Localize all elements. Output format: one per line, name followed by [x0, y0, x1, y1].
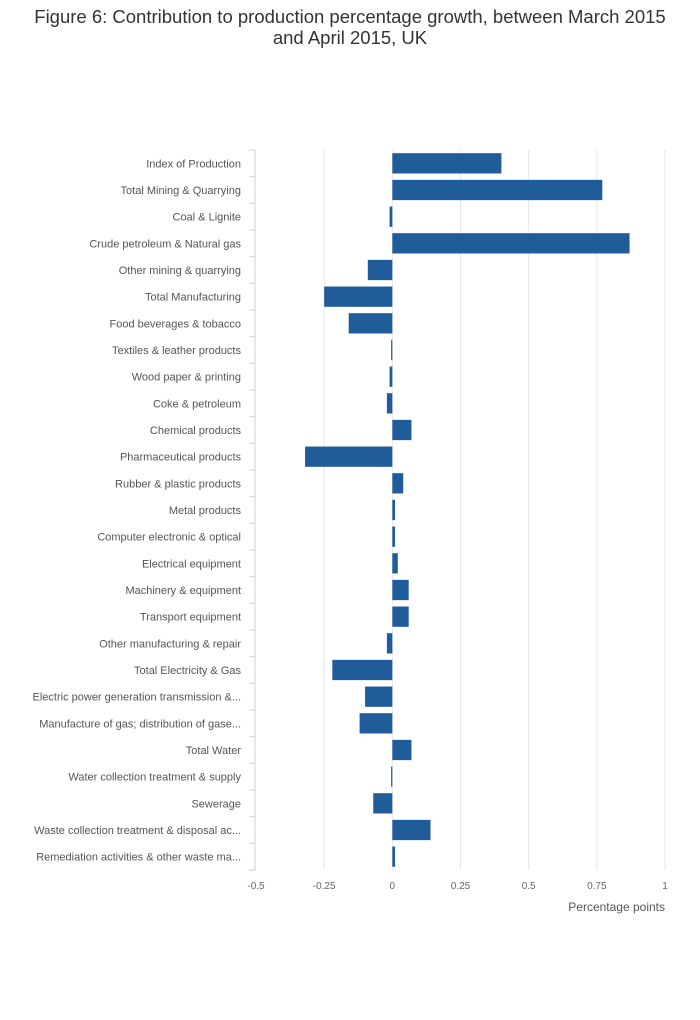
y-axis [249, 149, 256, 871]
category-label: Waste collection treatment & disposal ac… [34, 825, 241, 837]
bar [392, 739, 412, 761]
bar [392, 606, 409, 627]
category-label: Pharmaceutical products [120, 452, 242, 464]
bar [305, 446, 393, 467]
bar [386, 633, 393, 654]
x-tick-label: 0 [390, 881, 396, 892]
bar [367, 259, 393, 281]
category-labels: Index of Production Total Mining & Quarry… [33, 158, 242, 863]
x-tick-label: -0.25 [313, 881, 336, 892]
bar [392, 153, 502, 174]
bar [332, 659, 393, 681]
category-label: Total Electricity & Gas [134, 665, 241, 677]
x-tick-label: -0.5 [247, 881, 265, 892]
category-label: Total Manufacturing [145, 292, 241, 304]
x-tick-labels: -0.5 -0.25 0 0.25 0.5 0.75 1 [247, 881, 668, 892]
bar [392, 819, 431, 841]
category-label: Coal & Lignite [173, 212, 242, 224]
category-label: Remediation activities & other waste ma.… [36, 852, 241, 864]
grid-lines [323, 150, 666, 870]
category-label: Chemical products [150, 425, 242, 437]
bar [392, 233, 630, 254]
category-label: Other mining & quarrying [119, 265, 241, 277]
x-tick-label: 0.75 [587, 881, 607, 892]
x-tick-label: 1 [662, 881, 668, 892]
bar [392, 526, 396, 547]
bar [348, 313, 393, 334]
bar [386, 393, 393, 414]
category-label: Machinery & equipment [125, 585, 241, 597]
category-label: Computer electronic & optical [97, 532, 241, 544]
chart-title: Figure 6: Contribution to production per… [34, 6, 666, 48]
category-label: Rubber & plastic products [115, 478, 241, 490]
category-label: Total Water [186, 745, 242, 757]
bar [392, 419, 412, 441]
category-label: Metal products [169, 505, 242, 517]
bar [392, 179, 603, 201]
bar [373, 793, 393, 814]
bar [392, 499, 396, 521]
category-label: Textiles & leather products [112, 345, 242, 357]
category-label: Crude petroleum & Natural gas [89, 238, 241, 250]
category-label: Food beverages & tobacco [110, 318, 241, 330]
category-label: Total Mining & Quarrying [121, 185, 241, 197]
bar [392, 846, 396, 867]
bar [389, 206, 393, 227]
x-tick-label: 0.5 [522, 881, 536, 892]
category-label: Other manufacturing & repair [99, 638, 241, 650]
bar [392, 473, 404, 494]
category-label: Electrical equipment [142, 558, 241, 570]
bar [391, 339, 393, 361]
category-label: Index of Production [146, 158, 241, 170]
bar [391, 766, 393, 787]
category-label: Sewerage [191, 798, 241, 810]
category-label: Transport equipment [140, 612, 241, 624]
x-tick-label: 0.25 [451, 881, 471, 892]
bar [392, 579, 409, 601]
bar [389, 366, 393, 387]
category-label: Electric power generation transmission &… [33, 692, 241, 704]
bar [324, 286, 393, 307]
category-label: Manufacture of gas; distribution of gase… [39, 718, 241, 730]
category-label: Water collection treatment & supply [68, 772, 241, 784]
category-label: Wood paper & printing [132, 372, 241, 384]
bar [359, 713, 393, 734]
bar [392, 553, 398, 574]
bars [305, 153, 630, 867]
category-label: Coke & petroleum [153, 398, 241, 410]
bar [365, 686, 393, 707]
x-axis-title: Percentage points [568, 900, 665, 914]
